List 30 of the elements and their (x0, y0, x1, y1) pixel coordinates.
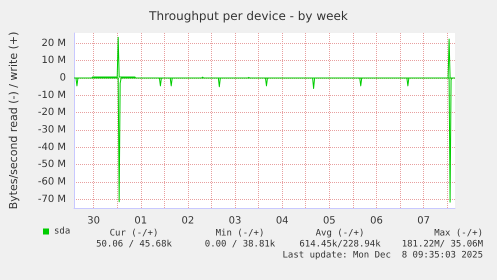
x-tick-label: 05 (322, 216, 336, 226)
x-tick-label: 07 (417, 216, 430, 226)
x-tick-label: 02 (182, 216, 194, 226)
text: 0.00 / 38.81k (204, 240, 276, 250)
x-tick-label: 01 (134, 216, 148, 226)
text: 614.45k/228.94k (299, 240, 382, 250)
y-tick-label: 20 M (41, 38, 66, 49)
y-tick-label: 10 M (41, 55, 66, 66)
text: Last update: Mon Dec 8 09:35:03 2025 (282, 250, 483, 260)
text: Cur (-/+) (110, 228, 158, 238)
y-tick-label: -50 M (38, 159, 66, 170)
y-tick-label: -60 M (38, 176, 66, 188)
legend-label: sda (54, 226, 70, 236)
text: Min (-/+) (216, 228, 264, 238)
y-tick-label: -70 M (38, 194, 66, 205)
text: 50.06 / 45.68k (96, 240, 173, 250)
y-tick-label: -40 M (38, 142, 66, 153)
x-tick-label: 30 (87, 216, 100, 226)
x-tick-label: 06 (370, 216, 383, 226)
y-axis-title: Bytes/second read (-) / write (+) (7, 32, 20, 210)
y-tick-label: 0 (60, 72, 66, 84)
text: 181.22M/ 35.06M (402, 240, 484, 250)
y-tick-label: -10 M (38, 90, 66, 101)
y-tick-label: -30 M (38, 124, 66, 136)
x-tick-label: 03 (228, 216, 242, 226)
text: Max (-/+) (434, 228, 483, 238)
chart-title: Throughput per device - by week (148, 9, 348, 23)
text: Avg (-/+) (316, 228, 364, 238)
x-tick-label: 04 (276, 216, 289, 226)
y-tick-label: -20 M (38, 107, 66, 118)
